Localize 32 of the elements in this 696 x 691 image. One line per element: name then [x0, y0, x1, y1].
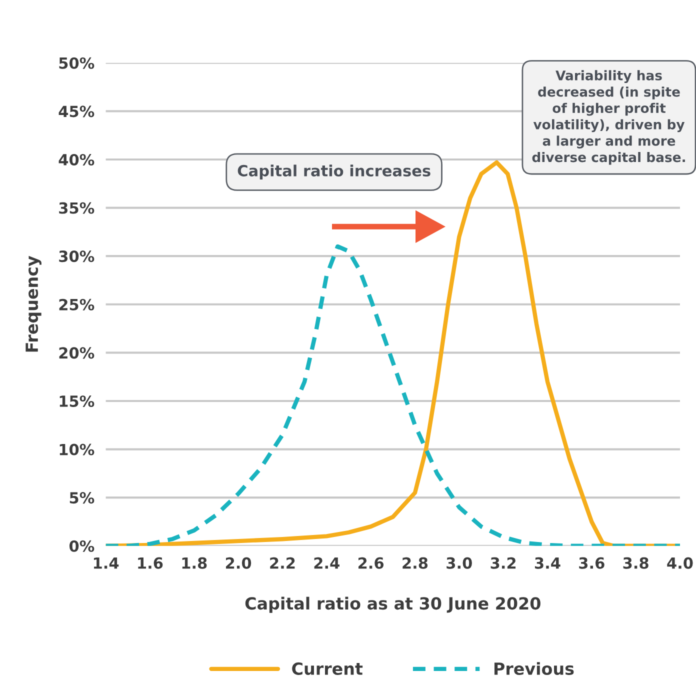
x-tick-label: 3.0: [446, 557, 472, 569]
y-tick-label: 0%: [69, 540, 94, 552]
y-tick-label: 10%: [60, 444, 94, 456]
x-tick-label: 3.8: [623, 557, 648, 569]
annotation: Variability has decreased (in spite of higher profit volatility), driven by a larger and more diverse capital base.: [532, 70, 685, 165]
y-tick-label: 20%: [59, 347, 94, 359]
x-tick-label: 2.2: [270, 557, 295, 569]
legend-label: Current: [292, 662, 363, 675]
y-tick-label: 30%: [59, 250, 94, 262]
x-tick-label: 2.8: [402, 557, 428, 569]
x-tick-label: 4.0: [667, 557, 693, 569]
line-series: [106, 244, 680, 546]
y-tick-label: 15%: [60, 395, 94, 408]
x-tick-label: 2.4: [314, 557, 340, 569]
y-tick-label: 35%: [59, 202, 94, 214]
x-tick-label: 1.8: [182, 557, 207, 569]
y-tick-label: 5%: [70, 492, 94, 504]
y-tick-label: 50%: [59, 57, 94, 69]
y-tick-label: 45%: [58, 106, 94, 118]
legend-label: Previous: [494, 662, 574, 675]
x-tick-label: 3.6: [579, 557, 604, 569]
x-tick-label: 3.4: [534, 557, 560, 569]
x-tick-label: 2.6: [358, 557, 384, 569]
x-tick-label: 2.0: [226, 557, 252, 569]
y-tick-label: 40%: [58, 154, 94, 166]
x-tick-label: 3.2: [490, 557, 516, 569]
annotation: Capital ratio increases: [238, 164, 430, 180]
x-axis-title: Capital ratio as at 30 June 2020: [245, 596, 540, 613]
x-tick-label: 1.4: [94, 557, 119, 569]
y-tick-label: 25%: [59, 298, 94, 310]
y-axis-title: Frequency: [26, 256, 42, 352]
x-tick-label: 1.6: [138, 557, 163, 569]
